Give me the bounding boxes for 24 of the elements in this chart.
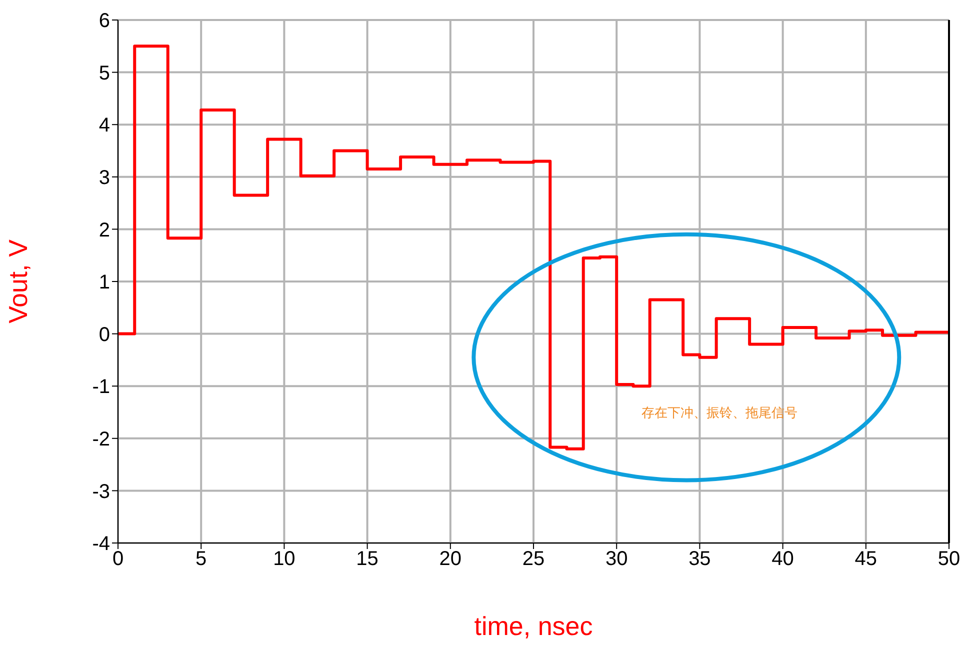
y-tick-label: -1 [92,376,110,398]
x-tick-label: 5 [196,548,207,570]
y-tick-label: -2 [92,428,110,450]
x-tick-label: 35 [688,548,711,570]
x-axis-title: time, nsec [474,611,593,641]
x-tick-label: 45 [854,548,878,570]
y-tick-label: 4 [98,114,110,137]
x-tick-label: 10 [273,548,296,570]
y-tick-label: 0 [98,324,110,346]
x-tick-label: 25 [522,548,545,570]
y-tick-label: 1 [98,272,110,294]
y-tick-label: -3 [92,480,110,503]
annotation: 存在下冲、振铃、拖尾信号 [642,404,798,422]
y-tick-label: 2 [98,219,110,242]
y-tick-label: 5 [98,62,110,84]
y-tick-label: 3 [98,167,110,189]
x-tick-label: 50 [938,548,960,570]
y-axis-title: Vout, V [3,238,34,324]
x-tick-label: 30 [605,548,628,570]
x-tick-label: 15 [356,548,378,570]
x-tick-label: 20 [439,548,462,570]
y-tick-label: 6 [98,10,110,32]
x-tick-label: 40 [772,548,794,570]
y-tick-label: -4 [92,533,110,556]
